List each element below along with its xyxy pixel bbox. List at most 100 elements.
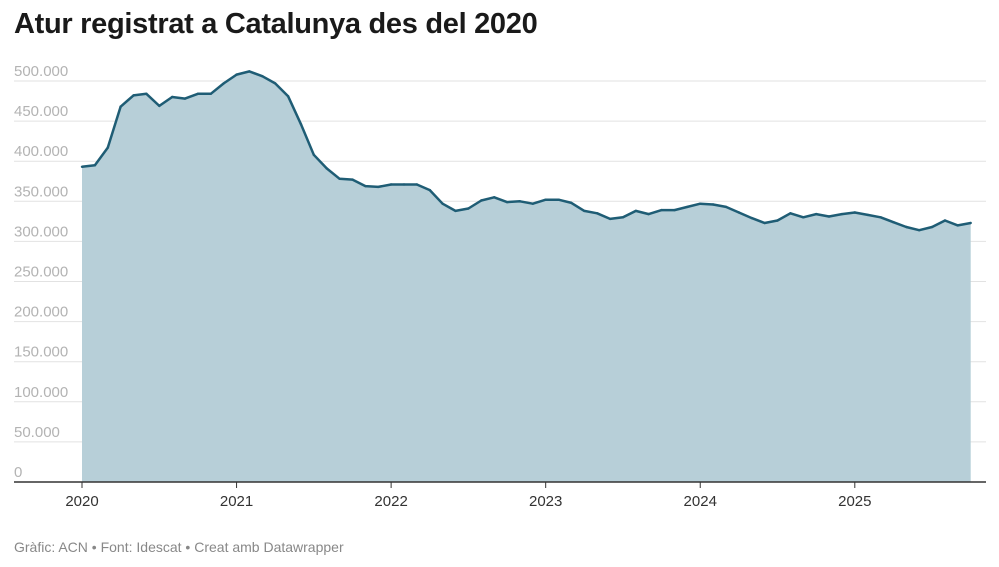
data-point — [660, 208, 663, 212]
data-point — [235, 73, 238, 76]
x-tick-label: 2024 — [684, 493, 717, 510]
y-tick-label: 150.000 — [14, 344, 68, 361]
data-point — [351, 178, 354, 181]
x-tick-label: 2023 — [529, 493, 562, 510]
data-point — [183, 97, 187, 100]
data-point — [776, 219, 779, 222]
data-point — [505, 200, 509, 204]
data-point — [802, 216, 805, 219]
y-tick-label: 0 — [14, 464, 22, 481]
data-point — [171, 95, 174, 99]
x-axis-ticks: 2020 2021 2022 2023 2024 2025 — [65, 482, 871, 510]
x-tick-label: 2020 — [65, 493, 98, 510]
data-point — [596, 212, 599, 215]
footer-separator: • — [181, 539, 195, 555]
y-tick-label: 50.000 — [14, 424, 60, 441]
area-fill — [82, 71, 971, 483]
y-axis-labels: 0 50.000 100.000 150.000 200.000 250.000 300.0… — [14, 63, 68, 481]
data-point — [158, 104, 161, 108]
data-point — [699, 202, 702, 205]
footer-separator: • — [87, 539, 101, 555]
footer-tool: Creat amb Datawrapper — [194, 539, 344, 555]
data-point — [93, 164, 97, 167]
x-tick-label: 2025 — [838, 493, 871, 510]
data-point — [866, 213, 869, 217]
series-line — [81, 70, 971, 232]
data-point — [647, 212, 650, 216]
data-point — [789, 212, 792, 215]
data-point — [274, 82, 277, 85]
data-point — [583, 209, 586, 213]
footer: Gràfic: ACN • Font: Idescat • Creat amb … — [14, 539, 344, 555]
y-tick-label: 450.000 — [14, 103, 68, 120]
data-point — [634, 209, 637, 213]
data-point — [325, 167, 328, 170]
y-tick-label: 400.000 — [14, 143, 68, 160]
data-point — [969, 221, 972, 225]
data-point — [402, 183, 406, 186]
data-point — [132, 94, 135, 97]
data-point — [892, 221, 895, 224]
data-point — [377, 185, 380, 189]
data-point — [518, 200, 522, 203]
y-tick-label: 300.000 — [14, 223, 68, 240]
data-point — [467, 207, 470, 210]
data-point — [570, 201, 573, 205]
data-point — [312, 153, 315, 156]
data-point — [827, 215, 831, 218]
y-tick-label: 100.000 — [14, 384, 68, 401]
data-point — [905, 225, 908, 229]
data-point — [544, 198, 547, 201]
data-point — [943, 219, 947, 222]
data-point — [493, 196, 496, 199]
data-point — [724, 205, 728, 209]
data-point — [737, 211, 741, 214]
data-point — [80, 165, 84, 168]
data-point — [196, 92, 200, 96]
x-tick-label: 2022 — [374, 493, 407, 510]
data-point — [956, 224, 959, 227]
data-point — [673, 208, 676, 212]
data-point — [389, 183, 393, 186]
data-point — [338, 177, 341, 180]
data-point — [750, 216, 753, 220]
data-point — [853, 211, 856, 214]
data-point — [815, 212, 818, 216]
data-point — [119, 105, 122, 108]
data-points — [80, 70, 972, 232]
data-point — [608, 217, 612, 221]
data-point — [621, 216, 625, 219]
data-point — [261, 75, 264, 78]
data-point — [248, 70, 251, 73]
data-point — [441, 202, 444, 205]
data-point — [763, 221, 766, 225]
data-point — [364, 184, 367, 188]
footer-source: Font: Idescat — [100, 539, 182, 555]
data-point — [454, 209, 457, 213]
y-tick-label: 200.000 — [14, 304, 68, 321]
chart-title: Atur registrat a Catalunya des del 2020 — [14, 8, 538, 40]
data-point — [428, 188, 431, 192]
footer-credit: Gràfic: ACN — [14, 539, 88, 555]
data-point — [557, 198, 560, 201]
data-point — [299, 123, 303, 126]
data-point — [106, 146, 110, 149]
data-point — [286, 95, 290, 98]
data-point — [930, 225, 934, 229]
data-point — [531, 202, 534, 205]
x-tick-label: 2021 — [220, 493, 253, 510]
y-tick-label: 350.000 — [14, 183, 68, 200]
data-point — [840, 212, 844, 216]
data-point — [222, 82, 225, 85]
data-point — [686, 205, 689, 209]
data-point — [209, 92, 212, 96]
data-point — [480, 199, 483, 202]
data-point — [145, 92, 148, 96]
y-tick-label: 500.000 — [14, 63, 68, 80]
data-point — [415, 183, 419, 186]
data-point — [918, 229, 921, 232]
y-tick-label: 250.000 — [14, 264, 68, 281]
data-point — [711, 203, 715, 206]
data-point — [879, 216, 882, 219]
